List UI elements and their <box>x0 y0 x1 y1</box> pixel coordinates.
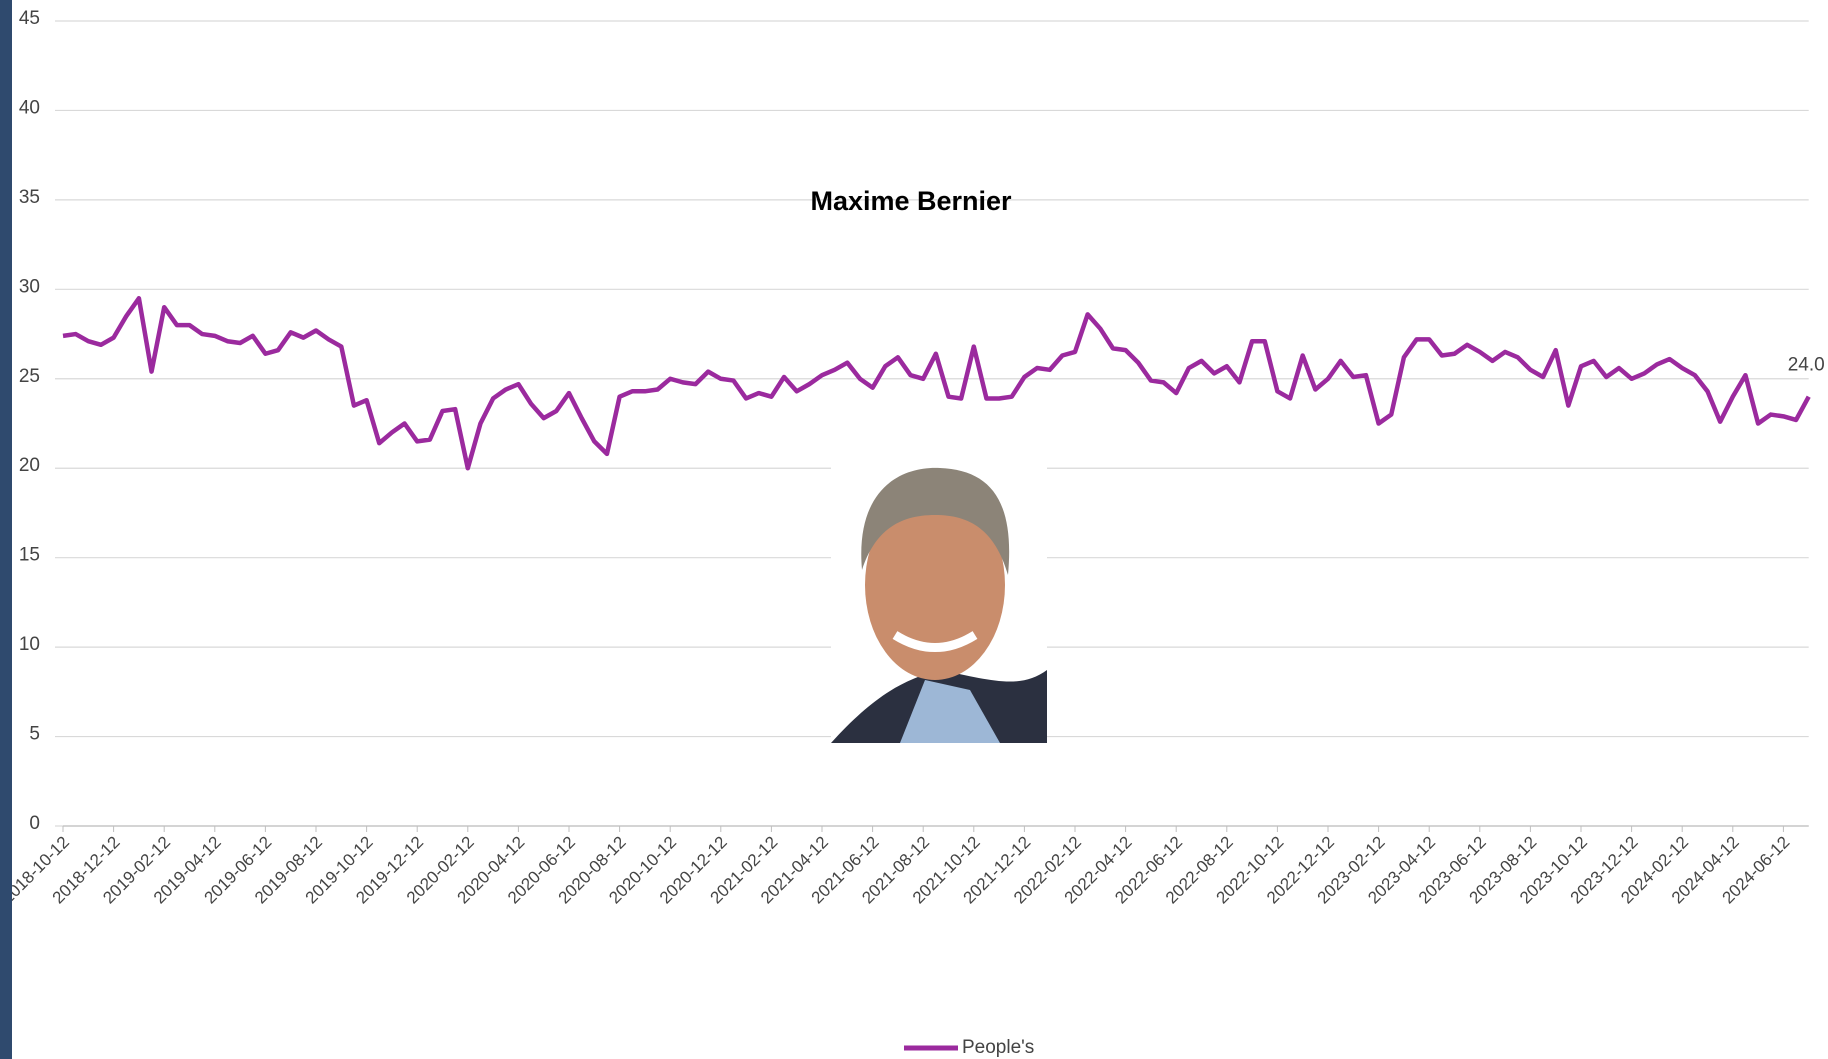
y-tick-label: 15 <box>19 545 40 566</box>
y-tick-label: 10 <box>19 634 40 655</box>
photo-face <box>865 490 1005 680</box>
series-line <box>62 296 1811 471</box>
y-tick-label: 0 <box>29 813 40 834</box>
chart-title: Maxime Bernier <box>810 186 1012 216</box>
y-tick-label: 40 <box>19 97 40 118</box>
y-tick-label: 45 <box>19 8 40 29</box>
y-tick-label: 30 <box>19 276 40 297</box>
y-tick-label: 5 <box>29 724 40 745</box>
left-strip <box>0 0 12 1059</box>
y-tick-label: 25 <box>19 366 40 387</box>
legend-label: People's <box>962 1037 1034 1058</box>
photo-shirt <box>900 680 1000 743</box>
photo-smile <box>892 631 978 652</box>
photo <box>831 466 1047 743</box>
y-tick-label: 20 <box>19 455 40 476</box>
y-tick-label: 35 <box>19 187 40 208</box>
data-label: 24.0 <box>1788 355 1825 376</box>
photo-hair <box>861 467 1010 575</box>
